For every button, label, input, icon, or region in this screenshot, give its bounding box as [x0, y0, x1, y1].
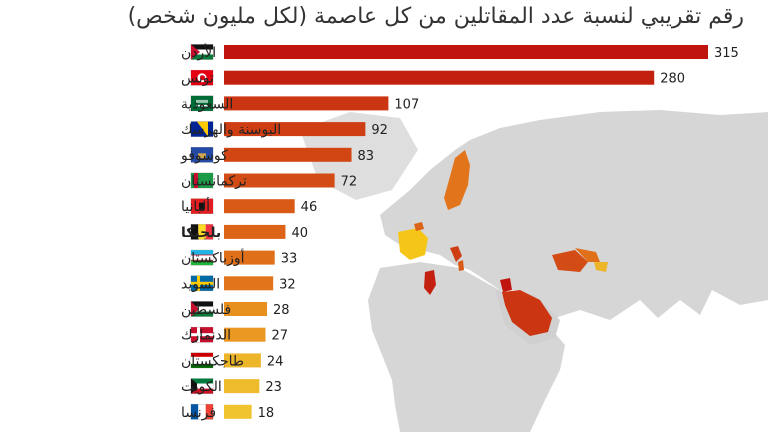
bar-2 — [224, 96, 389, 111]
france-flag-icon — [190, 404, 214, 420]
kuwait-flag-icon — [190, 378, 214, 394]
map-eurasia — [380, 110, 768, 320]
palestine-flag-icon — [190, 301, 214, 317]
map-tunisia — [424, 270, 436, 295]
bar-9 — [224, 276, 274, 291]
tajikistan-flag-icon — [190, 352, 214, 369]
category-label-3: البوسنة والهرسك — [181, 122, 281, 138]
map-turkmenistan — [552, 250, 588, 272]
value-label-3: 92 — [371, 123, 388, 138]
category-label-1: تونس — [181, 71, 214, 87]
bar-1 — [224, 70, 655, 85]
denmark-flag-icon — [190, 326, 214, 343]
sweden-flag-icon — [190, 275, 214, 292]
value-label-10: 28 — [273, 303, 290, 318]
uzbekistan-flag-icon — [190, 249, 214, 266]
category-label-5: تركمانستان — [181, 174, 247, 190]
category-label-6: ألبانيا — [181, 197, 210, 215]
jordan-flag-icon — [190, 44, 214, 60]
bar-13 — [224, 379, 260, 394]
bar-4 — [224, 147, 352, 162]
bar-10 — [224, 302, 268, 316]
bar-3 — [224, 122, 366, 137]
bar-11 — [224, 327, 266, 342]
map-sweden — [444, 150, 470, 210]
albania-flag-icon — [190, 198, 214, 214]
tunisia-flag-icon — [190, 69, 214, 86]
category-label-4: كوسوفو — [180, 148, 228, 164]
category-label-7: بلجيكا — [181, 225, 221, 241]
value-label-8: 33 — [281, 252, 298, 267]
category-label-10: فلسطين — [181, 302, 231, 318]
category-label-13: الكويت — [181, 379, 222, 395]
category-label-14: فرنسا — [181, 405, 216, 421]
category-label-12: طاجكستان — [181, 353, 244, 369]
chart-title: رقم تقريبي لنسبة عدد المقاتلين من كل عاص… — [127, 4, 744, 29]
value-label-1: 280 — [660, 72, 685, 87]
map-albania — [458, 260, 464, 271]
bar-5 — [224, 173, 335, 188]
value-label-13: 23 — [265, 380, 282, 395]
map-balkans — [450, 246, 462, 262]
value-label-11: 27 — [271, 329, 288, 344]
category-label-2: السعودية — [181, 96, 233, 112]
bosnia-flag-icon — [190, 121, 214, 137]
value-label-6: 46 — [301, 200, 318, 215]
kosovo-flag-icon — [190, 147, 214, 163]
category-label-8: أوزباكستان — [181, 249, 245, 267]
value-label-4: 83 — [358, 149, 375, 164]
value-label-5: 72 — [341, 175, 358, 190]
map-uzbekistan — [575, 248, 600, 262]
bar-14 — [224, 404, 252, 419]
value-label-9: 32 — [279, 277, 296, 292]
map-france — [398, 228, 428, 260]
bar-6 — [224, 199, 295, 214]
value-label-2: 107 — [394, 97, 419, 112]
category-label-9: السويد — [181, 276, 220, 292]
value-label-0: 315 — [714, 46, 739, 61]
bar-7 — [224, 224, 286, 239]
value-label-12: 24 — [267, 354, 284, 369]
category-label-0: الأردن — [181, 43, 216, 61]
map-saudi-arabia — [502, 290, 552, 336]
belgium-flag-icon — [190, 224, 214, 240]
value-label-14: 18 — [258, 406, 275, 421]
bar-12 — [224, 353, 261, 368]
saudi-flag-icon — [190, 95, 214, 112]
map-jordan — [500, 278, 512, 292]
map-tajikistan — [594, 262, 608, 272]
map-belgium — [414, 222, 424, 231]
value-label-7: 40 — [291, 226, 308, 241]
turkmenistan-flag-icon — [190, 172, 214, 189]
bar-0 — [224, 45, 708, 59]
category-label-11: الدنمارك — [181, 328, 231, 344]
bar-8 — [224, 250, 275, 265]
